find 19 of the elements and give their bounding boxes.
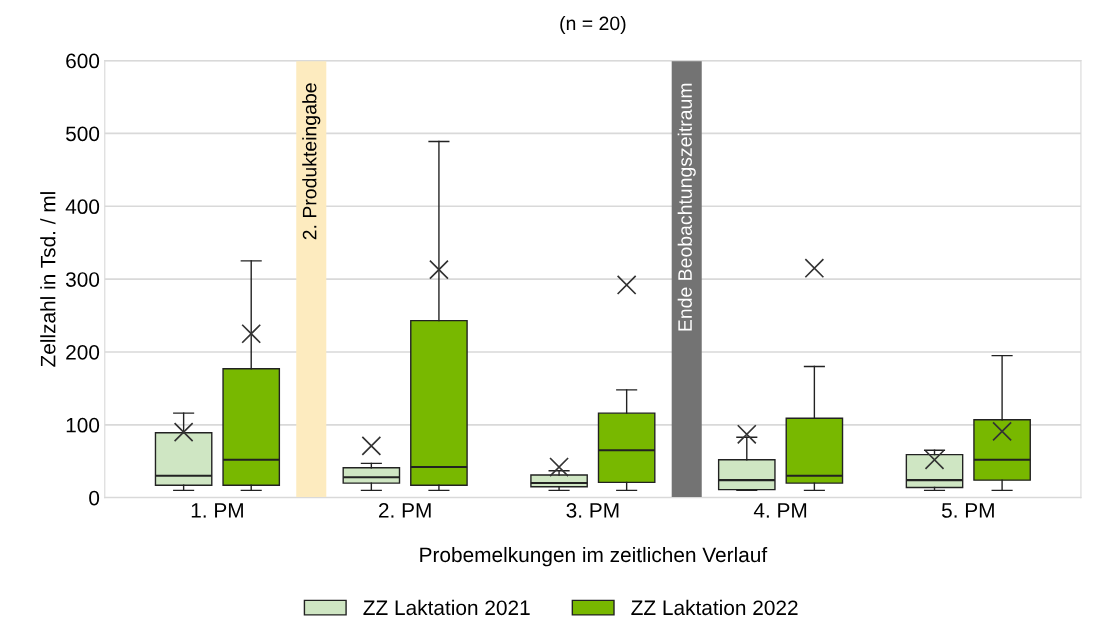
- chart-title: (n = 20): [560, 15, 626, 35]
- band-label: Ende Beobachtungszeitraum: [677, 83, 696, 331]
- y-tick-label: 400: [65, 199, 100, 215]
- x-tick-label: 4. PM: [753, 503, 807, 518]
- x-tick-label: 1. PM: [191, 503, 243, 518]
- y-tick-label: 600: [66, 53, 100, 69]
- x-tick-label: 5. PM: [941, 503, 994, 518]
- y-tick-label: 500: [66, 126, 100, 142]
- y-axis-title: Zellzahl in Tsd. / ml: [40, 192, 56, 367]
- y-tick-label: 100: [66, 417, 100, 433]
- y-tick-label: 0: [89, 490, 100, 506]
- band-label: 2. Produkteingabe: [302, 83, 321, 240]
- legend-label: ZZ Laktation 2022: [631, 599, 798, 616]
- x-tick-label: 2. PM: [378, 503, 431, 518]
- x-axis-title: Probemelkungen im zeitlichen Verlauf: [420, 546, 768, 567]
- y-tick-label: 300: [65, 272, 100, 287]
- x-tick-label: 3. PM: [566, 503, 619, 518]
- legend-label: ZZ Laktation 2021: [363, 599, 530, 616]
- y-tick-label: 200: [66, 344, 100, 360]
